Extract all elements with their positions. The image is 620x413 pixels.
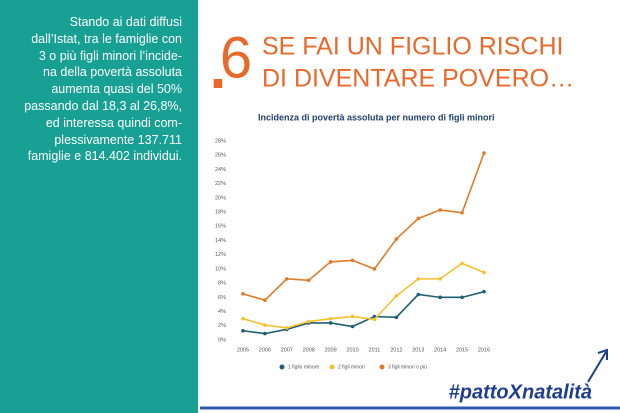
data-point: [241, 292, 245, 296]
arrow-icon: [587, 348, 608, 383]
x-tick-label: 2016: [478, 347, 490, 353]
data-point: [482, 270, 486, 275]
side-text-line: 3 o più figli minori l’incide-: [38, 48, 182, 63]
data-point: [328, 260, 333, 264]
y-tick-label: 16%: [215, 224, 226, 230]
headline-line: SE FAI UN FIGLIO RISCHI: [262, 33, 563, 61]
side-text-line: passando dal 18,3 al 26,8%,: [24, 98, 182, 113]
data-point: [416, 216, 421, 221]
data-point: [285, 277, 289, 281]
y-tick-label: 12%: [215, 252, 226, 258]
x-tick-label: 2011: [369, 347, 381, 353]
x-tick-label: 2014: [434, 347, 446, 353]
data-point: [350, 258, 355, 263]
x-tick-label: 2008: [303, 347, 315, 353]
data-point: [460, 295, 464, 300]
side-text-line: Stando ai dati diffusi: [69, 15, 182, 29]
data-point: [438, 295, 442, 300]
data-point: [394, 237, 399, 241]
y-tick-label: 0%: [218, 337, 226, 343]
x-tick-label: 2005: [237, 347, 249, 353]
data-point: [285, 326, 289, 330]
side-text-line: ed interessa quindi com-: [45, 115, 182, 130]
y-tick-label: 10%: [215, 266, 226, 272]
data-point: [306, 319, 311, 324]
side-text-line: famiglie e 814.402 individui.: [27, 149, 182, 164]
x-tick-label: 2007: [281, 347, 293, 353]
series-line: [242, 152, 485, 302]
data-point: [350, 314, 355, 319]
headline-line: DI DIVENTARE POVERO…: [262, 65, 574, 93]
headline-number: 6: [220, 25, 252, 90]
y-tick-label: 6%: [218, 295, 226, 301]
data-point: [416, 292, 421, 297]
y-tick-label: 24%: [215, 167, 226, 173]
data-point: [460, 261, 464, 266]
data-point: [372, 267, 377, 271]
y-tick-label: 8%: [218, 281, 226, 287]
data-point: [438, 277, 442, 281]
side-text-line: aumenta quasi del 50%: [51, 82, 182, 97]
x-tick-label: 2009: [325, 347, 337, 353]
data-point: [482, 289, 486, 294]
data-point: [350, 324, 355, 329]
hashtag: #pattoXnatalità: [449, 381, 592, 403]
data-point: [438, 208, 442, 212]
data-point: [241, 316, 245, 321]
side-text-line: na della povertà assoluta: [43, 65, 182, 80]
side-panel: Stando ai dati diffusi dall’Istat, tra le…: [0, 0, 198, 413]
data-point: [482, 151, 486, 155]
side-text-line: dall’Istat, tra le famiglie con: [31, 31, 182, 46]
legend-label: 1 figlio minore: [288, 364, 319, 370]
data-point: [328, 321, 333, 325]
chart-title: Incidenza di povertà assoluta per numero…: [258, 112, 495, 122]
data-point: [372, 317, 377, 322]
x-tick-label: 2010: [346, 347, 358, 353]
x-tick-label: 2013: [412, 347, 424, 353]
data-point: [416, 277, 421, 281]
y-tick-label: 2%: [218, 323, 226, 329]
y-tick-label: 4%: [218, 309, 226, 315]
legend-marker: [279, 364, 285, 370]
y-tick-label: 18%: [215, 210, 226, 216]
data-point: [263, 331, 267, 336]
data-point: [394, 315, 399, 320]
x-tick-label: 2006: [259, 347, 271, 353]
data-point: [328, 316, 333, 321]
series-line: [242, 290, 485, 335]
data-point: [306, 278, 311, 283]
side-text-line: plessivamente 137.711: [54, 132, 182, 147]
y-tick-label: 28%: [215, 138, 226, 144]
data-point: [263, 323, 267, 327]
legend-marker: [379, 364, 385, 370]
headline-dot: .: [210, 34, 227, 101]
y-tick-label: 26%: [215, 153, 226, 159]
legend-label: 2 figli minori: [338, 364, 365, 370]
data-point: [394, 294, 399, 298]
series-line: [242, 262, 485, 329]
legend-marker: [329, 364, 335, 370]
data-point: [263, 298, 267, 303]
data-point: [460, 210, 464, 215]
y-tick-label: 14%: [215, 238, 226, 244]
x-tick-label: 2012: [390, 347, 402, 353]
y-tick-label: 22%: [215, 181, 226, 187]
y-tick-label: 20%: [215, 195, 226, 201]
data-point: [241, 328, 245, 333]
legend-label: 3 figli minori o più: [388, 364, 427, 370]
side-text: Stando ai dati diffusi dall’Istat, tra le…: [24, 14, 182, 165]
x-tick-label: 2015: [456, 347, 468, 353]
